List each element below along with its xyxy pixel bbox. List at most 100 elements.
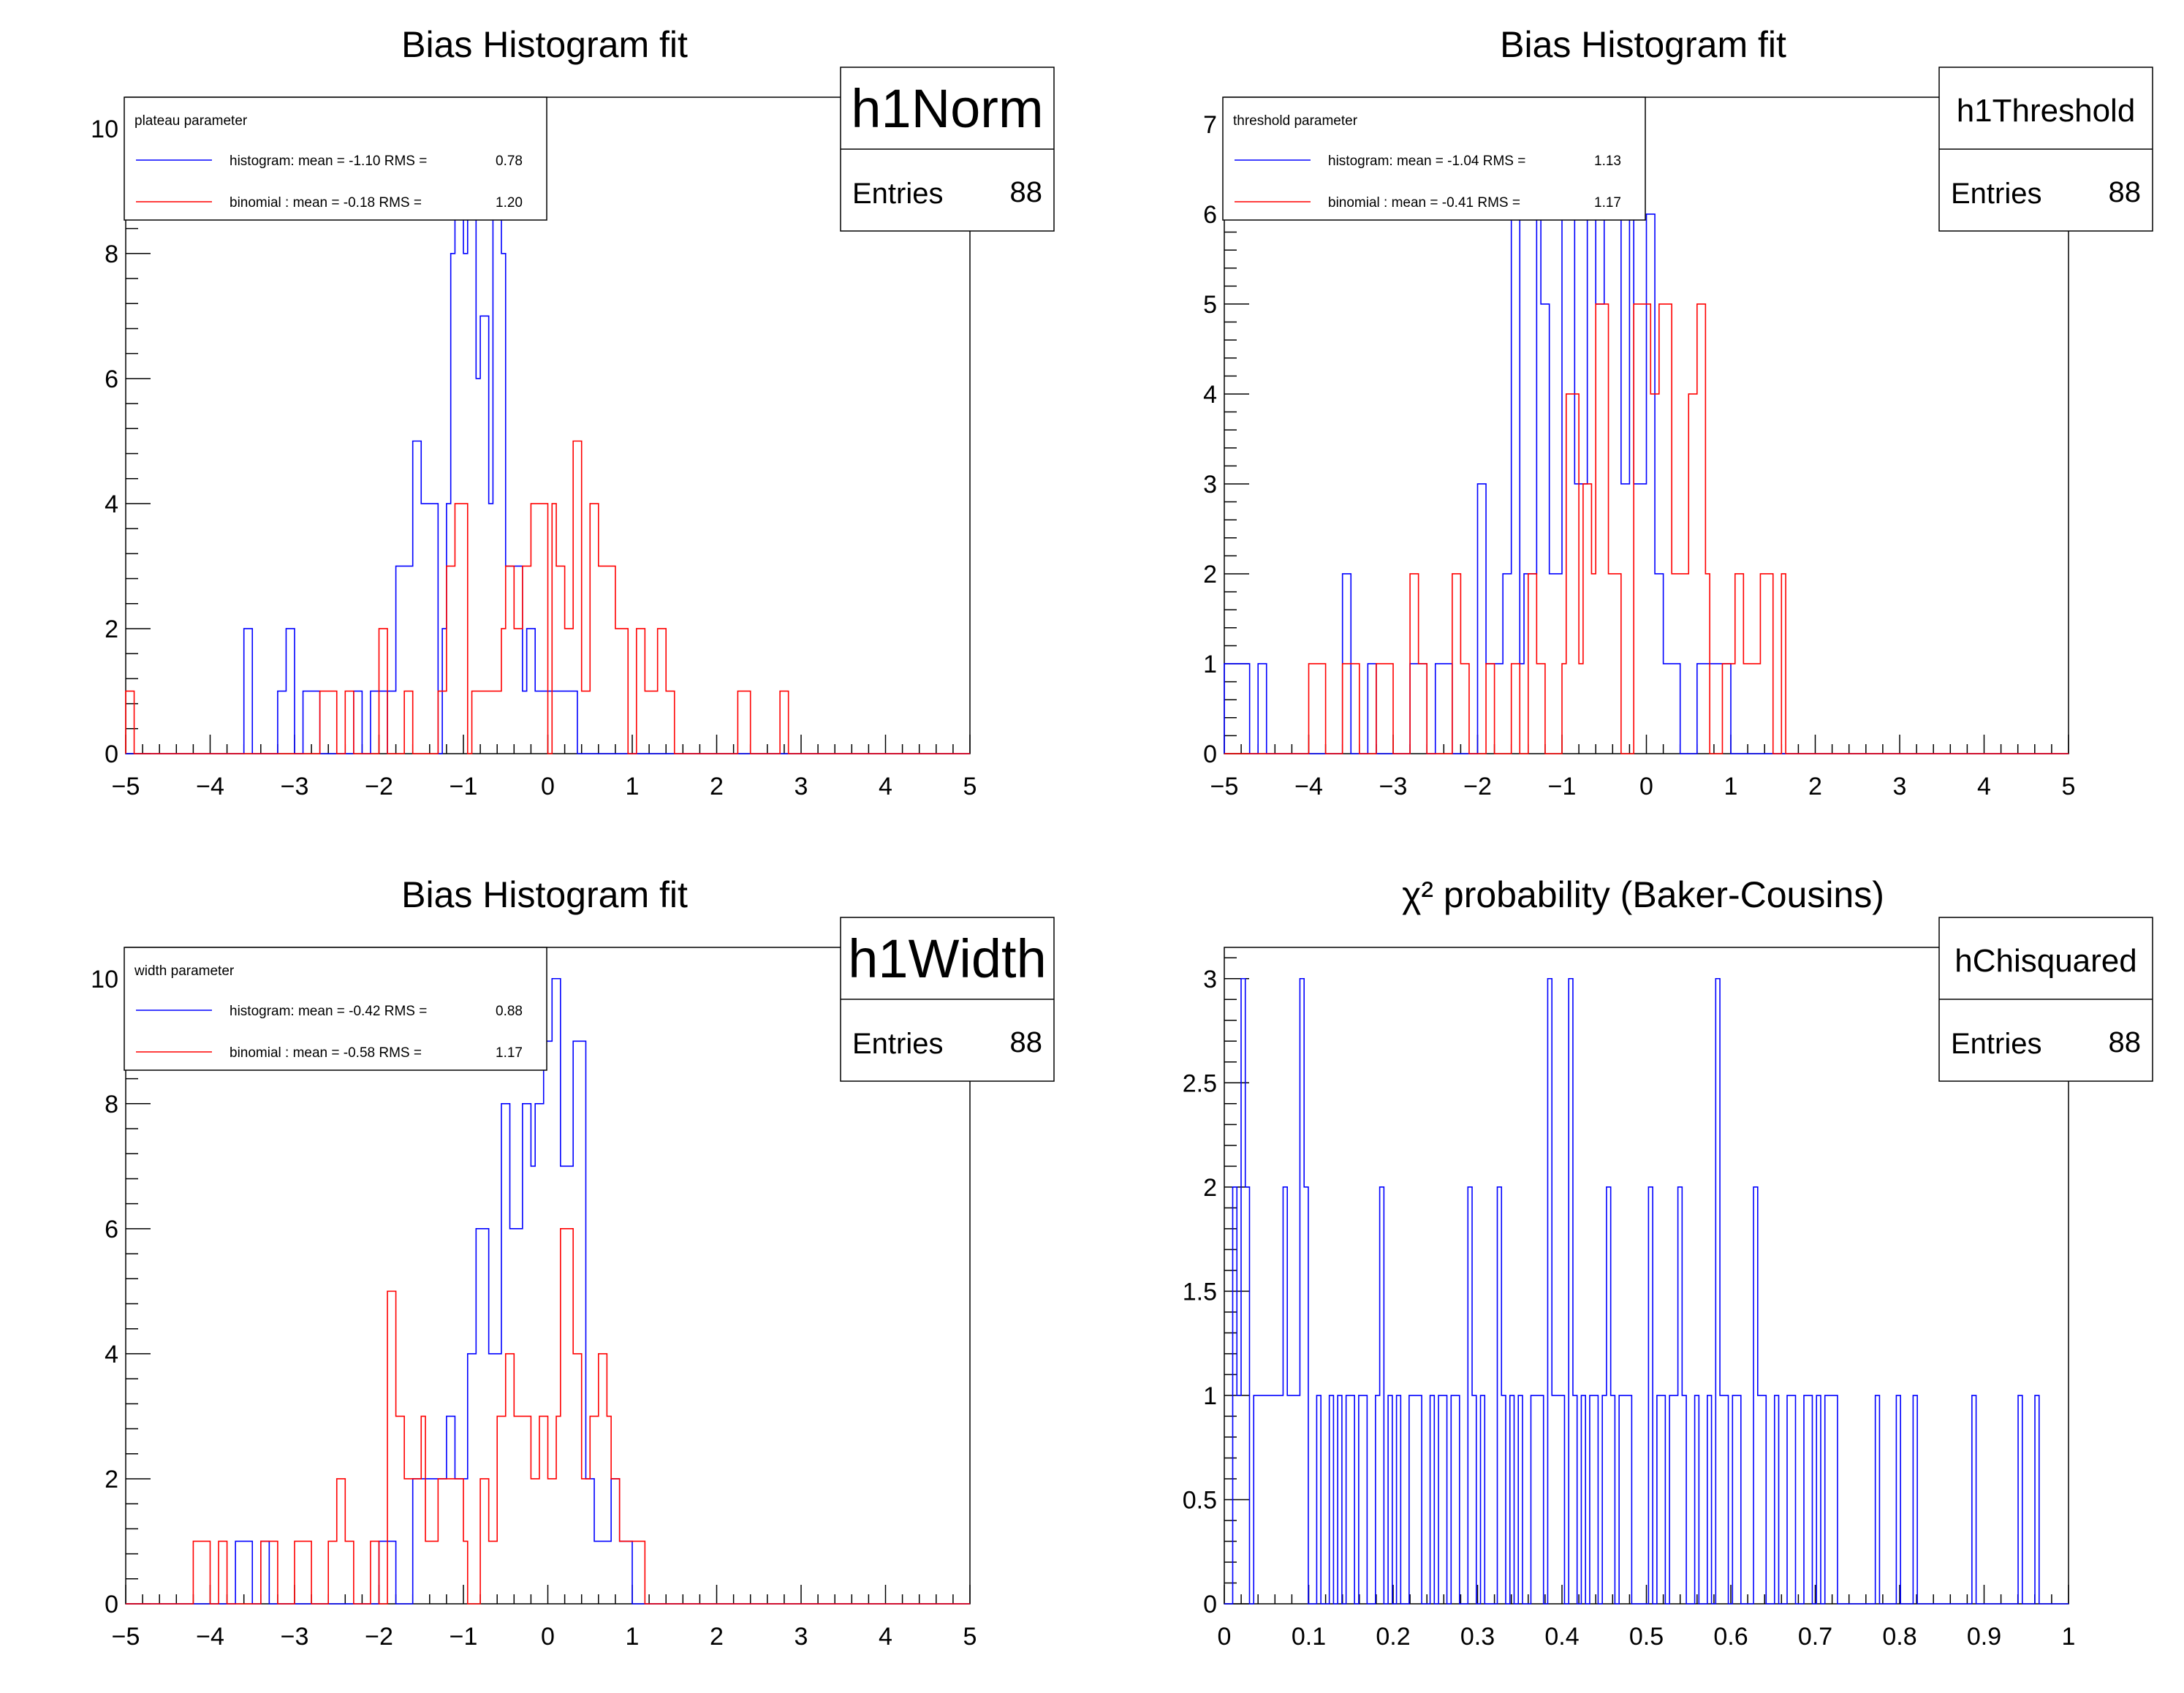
stats-entries-label: Entries bbox=[852, 1028, 944, 1060]
legend-entry-text: histogram: mean = -1.10 RMS = bbox=[230, 154, 427, 169]
x-tick-label: −2 bbox=[365, 773, 393, 800]
stats-name: hChisquared bbox=[1954, 943, 2137, 979]
y-tick-label: 3 bbox=[1203, 966, 1217, 993]
legend-entry-value: 1.13 bbox=[1594, 154, 1621, 169]
stats-entries-label: Entries bbox=[1951, 178, 2042, 210]
legend-title: plateau parameter bbox=[134, 113, 248, 129]
histogram-series-1 bbox=[1224, 213, 2069, 754]
legend: width parameter histogram: mean = -0.42 R… bbox=[124, 947, 547, 1071]
y-tick-label: 4 bbox=[105, 1341, 118, 1368]
x-tick-label: 1 bbox=[626, 1623, 640, 1651]
x-tick-label: 2 bbox=[1808, 773, 1822, 800]
histogram-series-1 bbox=[126, 127, 970, 754]
chart-title: χ² probability (Baker-Cousins) bbox=[1402, 874, 1884, 915]
y-tick-label: 4 bbox=[105, 491, 118, 518]
stats-box: h1Threshold Entries 88 bbox=[1938, 67, 2153, 232]
chart-title: Bias Histogram fit bbox=[401, 874, 688, 915]
x-tick-label: 3 bbox=[795, 773, 808, 800]
legend-entry-text: histogram: mean = -0.42 RMS = bbox=[230, 1004, 427, 1019]
stats-entries-value: 88 bbox=[1010, 176, 1043, 208]
legend-title: width parameter bbox=[134, 963, 235, 979]
legend-box bbox=[124, 947, 547, 1071]
x-tick-label: 4 bbox=[879, 773, 892, 800]
x-tick-label: 0 bbox=[1639, 773, 1653, 800]
y-tick-label: 7 bbox=[1203, 111, 1217, 139]
x-tick-label: −4 bbox=[1294, 773, 1323, 800]
chart-3: Bias Histogram fit −5 −4 −3 −2 −1 0 1 2 3 4 5 0 2 4 6 8 1… bbox=[91, 874, 1055, 1651]
chart-1: Bias Histogram fit −5 −4 −3 −2 −1 0 1 2 3 4 5 0 2 4 6 8 1… bbox=[91, 24, 1055, 800]
x-tick-label: 4 bbox=[1977, 773, 1991, 800]
legend-entry-value: 0.88 bbox=[496, 1004, 523, 1019]
legend: plateau parameter histogram: mean = -1.10… bbox=[124, 96, 547, 221]
x-tick-label: 0.9 bbox=[1967, 1623, 2001, 1651]
x-tick-label: −1 bbox=[1548, 773, 1577, 800]
legend-entry-text: binomial : mean = -0.18 RMS = bbox=[230, 195, 422, 211]
x-tick-label: −3 bbox=[281, 1623, 309, 1651]
y-tick-label: 0.5 bbox=[1183, 1486, 1217, 1514]
stats-entries-value: 88 bbox=[2109, 1026, 2142, 1058]
legend-box bbox=[1222, 96, 1646, 221]
x-tick-label: 4 bbox=[879, 1623, 892, 1651]
chart-title: Bias Histogram fit bbox=[1500, 24, 1786, 65]
y-tick-label: 0 bbox=[105, 741, 118, 768]
x-tick-label: −5 bbox=[112, 773, 140, 800]
x-tick-label: 5 bbox=[963, 773, 977, 800]
y-tick-label: 1.5 bbox=[1183, 1278, 1217, 1306]
chart-2: Bias Histogram fit −5 −4 −3 −2 −1 0 1 2 3 4 5 0 1 2 3 4 5… bbox=[1203, 24, 2153, 800]
x-tick-label: −4 bbox=[196, 773, 224, 800]
stats-box: h1Width Entries 88 bbox=[840, 917, 1055, 1082]
y-tick-label: 4 bbox=[1203, 381, 1217, 409]
legend-entry-value: 1.17 bbox=[496, 1045, 523, 1061]
x-tick-label: 0.7 bbox=[1798, 1623, 1832, 1651]
x-tick-label: 0.5 bbox=[1629, 1623, 1664, 1651]
histogram-series-2 bbox=[126, 1228, 970, 1605]
legend-entry-value: 1.17 bbox=[1594, 195, 1621, 211]
histogram-series-2 bbox=[1224, 303, 2069, 754]
x-tick-label: −2 bbox=[1463, 773, 1492, 800]
y-tick-label: 3 bbox=[1203, 471, 1217, 499]
x-tick-label: −3 bbox=[281, 773, 309, 800]
legend-entry-value: 0.78 bbox=[496, 154, 523, 169]
y-tick-label: 8 bbox=[105, 1091, 118, 1118]
y-tick-label: 6 bbox=[1203, 201, 1217, 229]
stats-entries-label: Entries bbox=[852, 178, 944, 210]
x-tick-label: 2 bbox=[710, 773, 724, 800]
x-tick-label: −5 bbox=[1210, 773, 1239, 800]
stats-name: h1Threshold bbox=[1957, 93, 2136, 129]
stats-entries-value: 88 bbox=[1010, 1026, 1043, 1058]
x-tick-label: 0.2 bbox=[1376, 1623, 1410, 1651]
y-tick-label: 1 bbox=[1203, 1382, 1217, 1410]
x-tick-label: 2 bbox=[710, 1623, 724, 1651]
x-tick-label: 1 bbox=[626, 773, 640, 800]
x-tick-label: 0 bbox=[1218, 1623, 1232, 1651]
x-tick-label: −1 bbox=[450, 773, 478, 800]
legend-entry-text: binomial : mean = -0.41 RMS = bbox=[1328, 195, 1520, 211]
x-tick-label: −2 bbox=[365, 1623, 393, 1651]
x-tick-label: 5 bbox=[963, 1623, 977, 1651]
legend-entry-text: histogram: mean = -1.04 RMS = bbox=[1328, 154, 1525, 169]
y-tick-label: 6 bbox=[105, 366, 118, 393]
x-tick-label: 0.4 bbox=[1544, 1623, 1579, 1651]
legend: threshold parameter histogram: mean = -1.… bbox=[1222, 96, 1646, 221]
x-tick-label: 0 bbox=[541, 1623, 555, 1651]
x-tick-label: 5 bbox=[2062, 773, 2076, 800]
y-tick-label: 2 bbox=[105, 616, 118, 643]
chart-title: Bias Histogram fit bbox=[401, 24, 688, 65]
histogram-series-2 bbox=[125, 440, 970, 754]
stats-box: hChisquared Entries 88 bbox=[1938, 917, 2153, 1082]
y-tick-label: 0 bbox=[1203, 741, 1217, 768]
chart-4: χ² probability (Baker-Cousins) 0 0.1 0.2 0.3… bbox=[1183, 874, 2153, 1651]
x-tick-label: 3 bbox=[795, 1623, 808, 1651]
y-tick-label: 1 bbox=[1203, 651, 1217, 678]
stats-entries-label: Entries bbox=[1951, 1028, 2042, 1060]
x-tick-label: 1 bbox=[2062, 1623, 2076, 1651]
y-tick-label: 5 bbox=[1203, 291, 1217, 319]
stats-entries-value: 88 bbox=[2109, 176, 2142, 208]
stats-box: h1Norm Entries 88 bbox=[840, 67, 1055, 232]
y-tick-label: 10 bbox=[91, 115, 118, 143]
y-tick-label: 10 bbox=[91, 966, 118, 993]
y-tick-label: 2 bbox=[105, 1466, 118, 1493]
x-tick-label: 1 bbox=[1724, 773, 1738, 800]
x-tick-label: 0.8 bbox=[1882, 1623, 1916, 1651]
